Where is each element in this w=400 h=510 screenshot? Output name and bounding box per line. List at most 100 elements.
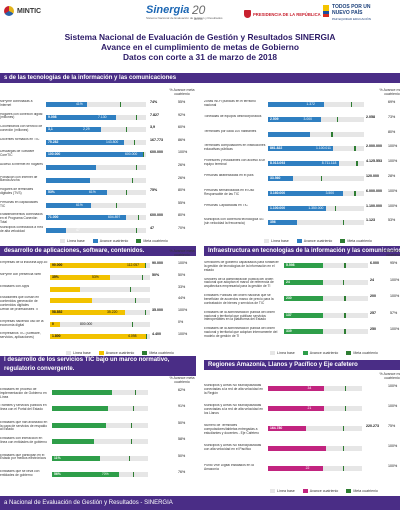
legend-swatch-avance [302,351,308,356]
indicator-row: Número de Terminales computadores/tablet… [204,424,400,435]
indicator-meta-value: 120.000 [366,174,379,178]
indicator-base-value: 33.560 [270,176,281,180]
legend-swatch-meta [346,351,352,356]
indicator-meta-value: 75% [150,188,158,193]
indicator-bar-avance [268,446,327,451]
indicator-base-value: 90.000 [52,263,63,267]
indicator-base-value: 1.100.000 [270,205,286,210]
indicator-avance-value: 3.500 [325,190,335,195]
indicator-base-value: 53% [48,190,55,195]
indicator-percent: 100% [388,464,398,468]
indicator-meta-marker [142,274,144,280]
indicator-meta-value: 90.000 [152,261,163,265]
indicator-avance-value: 41% [76,102,83,106]
indicator-label: Población con Internet de Banda Ancha [0,175,38,183]
indicator-label: Establecimientos conectados en el Progra… [0,213,43,224]
indicator-percent: 28% [388,174,396,178]
indicator-bar-avance [52,472,120,477]
indicator-meta-value: 1.123 [366,218,375,223]
indicator-bar-track: 24 [284,279,368,285]
indicator-bar-track: 5.598 [284,263,368,268]
indicator-bar-avance [50,274,110,280]
indicator-bar-avance [46,165,96,170]
indicator-label: Entidades con Apps [0,284,30,288]
legend-swatch-avance [296,239,302,244]
indicator-row: Personas en capacidades TIC 61% 55% [0,201,196,210]
legend-meta-label: Meta cuatrienio [353,489,378,493]
indicator-bar-track: 75.282 143.800 [46,139,146,145]
indicator-bar-avance [268,190,343,196]
indicator-bar-avance [50,286,80,292]
presidencia-logo-text: PRESIDENCIA DE LA REPÚBLICA [253,11,321,17]
indicator-bar-avance [284,329,323,335]
indicator-base-value: 230 [286,296,292,301]
indicator-meta-value: 35.000 [152,308,163,313]
indicator-meta-marker [345,406,347,411]
indicator-meta-marker [344,312,346,318]
indicator-meta-marker [128,455,130,461]
indicator-label: Colombianos con servicio de conexión (mi… [0,125,43,132]
column-header-avance-meta: % Avance meta cuatrienio [379,372,400,380]
indicator-bar-avance [46,228,66,233]
mintic-logo-text: MINTIC [17,7,42,15]
indicator-bar-track: 71.000 604.897 [46,215,146,221]
column-header-avance-meta: % Avance meta cuatrienio [381,249,400,257]
indicator-percent: 80% [178,213,186,218]
indicator-bar-track: 356 [268,220,364,226]
panel-tic: % Avance meta cuatrienio MiPyme conectada… [0,86,196,236]
indicator-bar-track: 33.560 [268,176,364,181]
presidencia-logo: PRESIDENCIA DE LA REPÚBLICA [244,10,321,18]
indicator-bar-avance [46,215,126,221]
indicator-bar-avance [50,298,92,304]
indicator-bar-track [268,446,362,451]
indicator-bar-track: 35% 53% [50,274,150,280]
indicator-bar-track: 90.000 112.057 [50,263,150,268]
indicator-bar-track: 3,1 2,29 [46,127,146,133]
sinergia-logo-subtitle: Sistema Nacional de Evaluación de Gestió… [146,16,223,20]
indicator-bar-track: 53% 61% [46,190,146,196]
indicator-row: MiPyme conectadas a Internet 41% 74% 55% [0,100,196,109]
indicator-meta-marker [136,165,138,170]
indicator-meta-marker [343,466,345,471]
page-date-line: Datos con corte a 31 de marzo de 2018 [122,52,278,62]
indicator-meta-marker [342,220,345,226]
indicator-base-value: 137 [286,312,292,317]
sinergia-logo: Sinergia Sistema Nacional de Evaluación … [146,4,223,20]
indicator-row: Personas alfabetizadas en el país 33.560 1… [204,174,400,183]
legend-swatch-avance [92,239,98,244]
section-header-regiones: Regiones Amazonía, Llanos y Pacífico y E… [204,360,400,370]
indicator-bar-avance [268,386,325,391]
indicator-row: Docentes formados en TIC 75.282 143.800 167… [0,138,196,147]
indicator-meta-value: 200 [370,294,376,299]
panel-regiones: % Avance meta cuatrienio Municipios y Áre… [204,372,400,487]
indicator-percent: 55% [178,200,186,205]
indicator-percent: 86% [178,137,186,142]
indicator-bar-track: 230 [284,296,368,302]
indicator-bar-avance [46,177,90,183]
indicator-meta-marker [132,472,134,477]
indicator-bar-track: 3.160.000 3.500 [268,190,364,196]
indicator-row: Establecimientos conectados en el Progra… [0,213,196,224]
indicator-percent: 26% [178,175,186,180]
indicator-label: Entidades con interacción en línea con e… [0,437,47,444]
indicator-label: Hogares de terminales digitales (TVS) [0,188,34,195]
indicator-percent: 50% [178,420,186,425]
indicator-bar-avance [268,161,340,167]
indicator-percent: 100% [388,444,398,448]
indicator-meta-marker [343,446,345,451]
twenty-years-logo: 20 años [192,3,205,21]
indicator-avance-value: 800.000 [80,322,93,326]
indicator-avance-value: 112.057 [127,263,140,267]
indicator-row: Punto Vive Digital instalados en la Amaz… [204,464,400,473]
indicator-percent: 100% [388,144,398,149]
indicator-bar-avance [46,190,107,196]
indicator-bar-avance [46,102,87,107]
indicator-meta-marker [320,176,322,181]
indicator-bar-track [52,406,148,412]
indicator-bar-avance [268,176,293,181]
indicator-base-value: 0 [52,322,54,326]
column-header-avance-meta: % Avance meta cuatrienio [379,88,400,96]
legend-item-avance: Avance cuatrienio [302,351,338,356]
indicator-bar-avance [50,263,145,268]
legend-item-avance: Avance cuatrienio [98,351,134,356]
